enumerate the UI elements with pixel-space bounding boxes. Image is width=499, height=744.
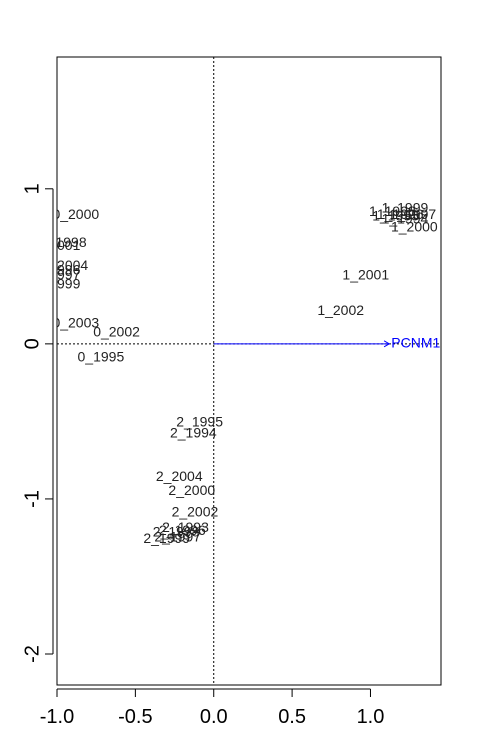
x-tick-label: 0.0 xyxy=(200,706,228,728)
x-axis: -1.0 -0.5 0.0 0.5 1.0 xyxy=(40,688,385,728)
x-tick-label: 0.5 xyxy=(278,706,306,728)
point-label: 0_1999 xyxy=(34,276,81,292)
x-tick-label: -0.5 xyxy=(118,706,152,728)
point-label: 0_2000 xyxy=(52,206,99,222)
plot-frame xyxy=(56,56,442,686)
point-label: 1_1999 xyxy=(382,200,429,216)
arrow-label: PCNM1 xyxy=(391,335,440,351)
point-label: 0_2003 xyxy=(52,314,99,330)
point-label: 2_1995 xyxy=(176,414,223,430)
point-label: 1_1994 xyxy=(382,211,429,227)
point-label: 0_2004 xyxy=(41,257,88,273)
y-tick-label: -2 xyxy=(21,645,43,663)
y-tick-label: -1 xyxy=(21,490,43,508)
point-label: 2_1994 xyxy=(170,425,217,441)
point-label: 0_1996 xyxy=(34,262,81,278)
point-label: 2_2002 xyxy=(172,504,219,520)
point-label: 2_2000 xyxy=(168,482,215,498)
point-label: 1_1997 xyxy=(389,206,436,222)
point-label: 0_2001 xyxy=(34,237,81,253)
x-tick-label: -1.0 xyxy=(40,706,74,728)
point-label: 2_1999 xyxy=(143,530,190,546)
arrows-layer: PCNM1 xyxy=(213,335,440,351)
arrow-head xyxy=(383,340,391,348)
reference-lines xyxy=(57,57,441,685)
point-label: 1_1995 xyxy=(372,207,419,223)
point-label: 2_1993 xyxy=(162,519,209,535)
point-label: 1_1998 xyxy=(369,203,416,219)
point-label: 1_2000 xyxy=(391,218,438,234)
y-tick-label: 1 xyxy=(21,183,43,194)
point-label: 0_2002 xyxy=(93,324,140,340)
x-tick-label: 1.0 xyxy=(357,706,385,728)
point-label: 0_1997 xyxy=(34,266,81,282)
point-label: 0_1998 xyxy=(40,234,87,250)
y-tick-label: 0 xyxy=(21,338,43,349)
point-label: 2_2004 xyxy=(156,468,203,484)
point-label: 1_2002 xyxy=(317,302,364,318)
point-label: 2_1997 xyxy=(154,528,201,544)
points-layer: 0_20000_19980_20010_20040_19960_19970_19… xyxy=(34,200,438,546)
point-label: 2_1998 xyxy=(153,524,200,540)
point-label: 1_2001 xyxy=(342,266,389,282)
point-label: 2_1996 xyxy=(159,522,206,538)
point-label: 0_1995 xyxy=(78,349,125,365)
y-axis: -2 -1 0 1 xyxy=(21,183,54,663)
point-label: 1_1996 xyxy=(377,206,424,222)
